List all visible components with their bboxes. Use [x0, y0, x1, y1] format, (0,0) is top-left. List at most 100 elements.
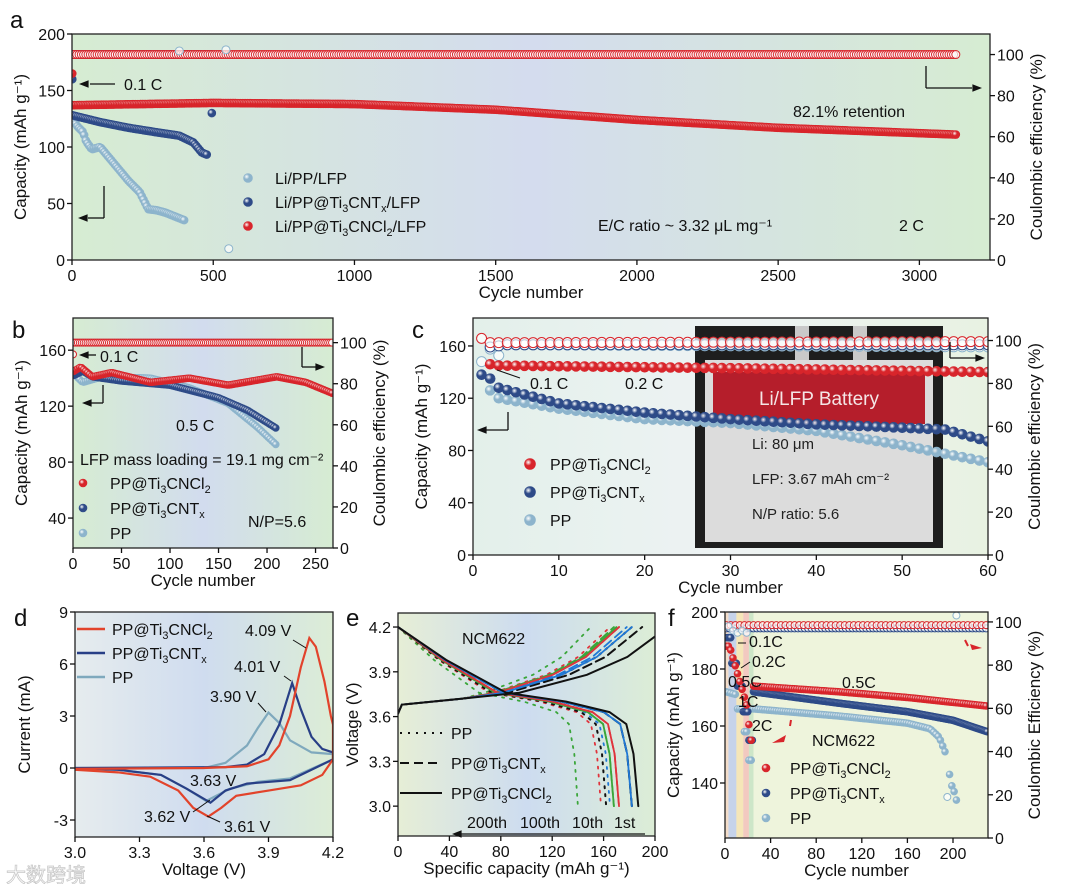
capacity-point: [740, 693, 749, 701]
x-tick-label: 50: [893, 563, 911, 580]
y2-tick-label: 100: [997, 48, 1024, 65]
peak-label: 3.90 V: [210, 689, 257, 706]
x-tick-label: 500: [200, 268, 227, 285]
x-tick-label: 150: [205, 556, 232, 573]
capacity-point: [974, 455, 985, 466]
x-tick-label: 3.0: [64, 845, 86, 862]
rate-label: 0.1 C: [530, 376, 568, 393]
y-tick-label: 140: [691, 776, 718, 793]
discharge-curve: [398, 626, 579, 808]
capacity-point: [179, 215, 189, 225]
x-tick-label: 0: [394, 844, 403, 861]
rate-label: 0.1 C: [124, 77, 162, 94]
y-tick-label: 0: [56, 253, 65, 270]
y-tick-label: 160: [439, 339, 466, 356]
ce-point: [982, 621, 988, 630]
y-tick-label: 4.2: [369, 620, 391, 637]
x-tick-label: 2500: [760, 268, 796, 285]
ce-point: [174, 46, 184, 56]
legend-label: PP: [550, 513, 571, 530]
legend-marker-icon: [78, 528, 88, 538]
x-tick-label: 160: [590, 844, 617, 861]
plot-background-a: [72, 34, 990, 260]
ce-point: [224, 244, 234, 254]
panel-letter: b: [12, 317, 25, 344]
y-axis-label: Current (mA): [15, 675, 34, 773]
arrow-head-icon: [452, 830, 462, 838]
capacity-point: [945, 770, 954, 779]
capacity-point: [271, 424, 280, 432]
capacity-point: [982, 366, 988, 378]
cycle-label: 100th: [520, 815, 560, 832]
ce-point: [952, 612, 961, 620]
capacity-point: [731, 690, 740, 699]
y2-tick-label: 0: [340, 541, 349, 558]
discharge-curve: [398, 626, 602, 808]
y-axis-label: Capacity (mAh g⁻¹): [11, 74, 30, 220]
rate-label: 2 C: [899, 218, 924, 235]
legend-label: PP@Ti3CNTx: [550, 485, 645, 505]
capacity-point: [965, 453, 977, 465]
y-tick-label: 160: [39, 343, 66, 360]
peak-label: 3.62 V: [144, 809, 191, 826]
y-axis-label: Capacity (mAh g⁻¹): [664, 652, 683, 798]
arrow-head-icon: [477, 426, 487, 434]
x-tick-label: 120: [539, 844, 566, 861]
y2-tick-label: 60: [995, 419, 1013, 436]
plot-data: [72, 45, 988, 818]
capacity-point: [747, 736, 756, 745]
capacity-point: [931, 446, 942, 458]
y2-tick-label: 20: [340, 500, 358, 517]
y-axis-label: Capacity (mAh g⁻¹): [12, 360, 31, 506]
x-tick-label: 0: [69, 556, 78, 573]
y2-tick-label: 0: [997, 253, 1006, 270]
leader: [192, 799, 211, 813]
x-tick-label: 60: [979, 563, 997, 580]
y-tick-label: 200: [691, 605, 718, 622]
y2-tick-label: 40: [995, 745, 1013, 762]
legend-marker-icon: [524, 514, 536, 526]
y-tick-label: 100: [38, 140, 65, 157]
legend-label: PP: [451, 726, 472, 743]
material-label: NCM622: [462, 631, 525, 648]
plot-text: 0 500 1000 1500 2000 2500 30000501001502000204…: [10, 7, 1046, 880]
legend-marker-icon: [761, 813, 771, 823]
y2-tick-label: 80: [340, 377, 358, 394]
y2-tick-label: 40: [997, 171, 1015, 188]
arrow: [740, 661, 751, 669]
y-axis-label: Voltage (V): [343, 682, 362, 766]
plot-frame-f: [724, 611, 989, 839]
retention-label: 82.1% retention: [793, 104, 905, 121]
x-tick-label: 50: [113, 556, 131, 573]
x-axis-label: Cycle number: [804, 861, 909, 880]
y-tick-label: 40: [48, 511, 66, 528]
rate-band-0.2C: [728, 612, 737, 838]
arrow-head-icon: [82, 399, 92, 407]
y-tick-label: 120: [39, 399, 66, 416]
photo-label: Li/LFP Battery: [759, 389, 880, 410]
y2-axis-label: Coulombic Efficiency (%): [1025, 631, 1044, 820]
capacity-point: [941, 747, 949, 756]
x-tick-label: 0: [68, 268, 77, 285]
legend-marker-icon: [524, 486, 536, 498]
ec-ratio-label: E/C ratio ~ 3.32 μL mg⁻¹: [598, 218, 772, 235]
y-tick-label: 3.0: [369, 799, 391, 816]
cycle-label: 1st: [614, 815, 636, 832]
y-tick-label: 50: [47, 197, 65, 214]
plot-backgrounds: [72, 34, 990, 838]
capacity-point: [939, 448, 951, 460]
capacity-point: [745, 720, 753, 729]
ce-point: [73, 350, 77, 359]
y-tick-label: 120: [439, 391, 466, 408]
arrow-head-icon: [78, 214, 88, 222]
capacity-point: [952, 796, 961, 804]
legend-marker-icon: [243, 173, 253, 183]
plot-area-d: [75, 635, 333, 818]
x-axis-label: Cycle number: [151, 571, 256, 590]
axis-arrow: [789, 719, 792, 727]
y2-tick-label: 80: [995, 658, 1013, 675]
x-tick-label: 10: [550, 563, 568, 580]
y2-tick-label: 60: [995, 701, 1013, 718]
